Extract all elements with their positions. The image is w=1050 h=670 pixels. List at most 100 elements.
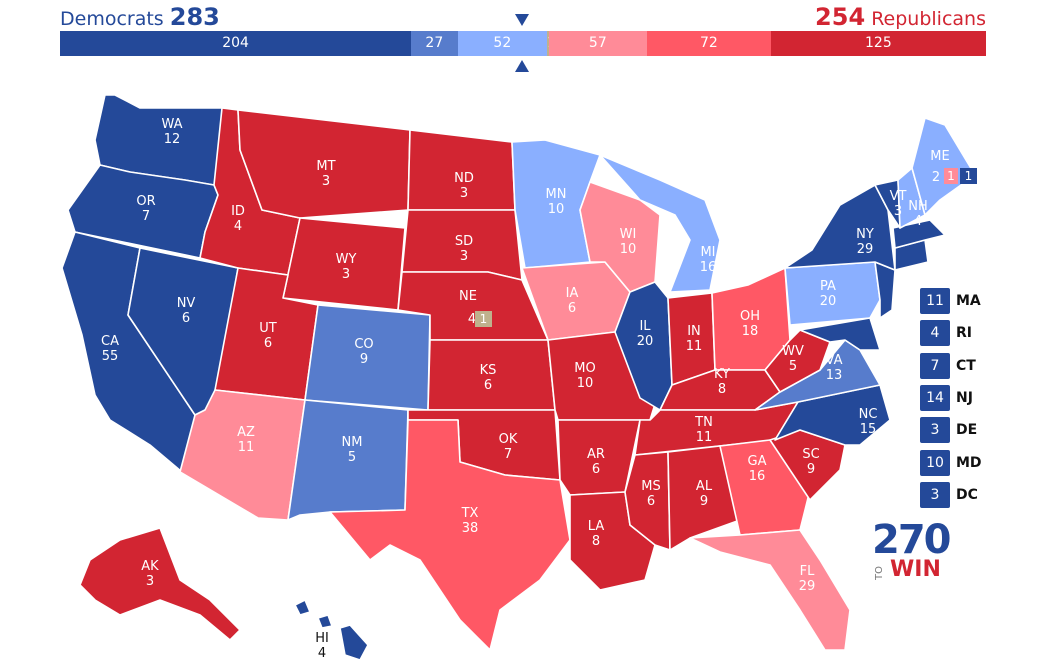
label-il-ev: 20	[637, 334, 654, 349]
small-state-ev-box[interactable]: 3	[920, 481, 950, 508]
small-state-abbr: MA	[956, 293, 981, 309]
state-AL[interactable]	[667, 445, 741, 551]
label-ga-abbr: GA	[748, 454, 767, 469]
label-ms-abbr: MS	[641, 479, 660, 494]
label-mi-ev: 16	[700, 260, 717, 275]
small-state-ct[interactable]: 7 CT	[920, 352, 976, 379]
small-state-ri[interactable]: 4 RI	[920, 320, 972, 347]
label-or-ev: 7	[142, 209, 150, 224]
label-mn-abbr: MN	[546, 187, 567, 202]
label-in-abbr: IN	[687, 324, 701, 339]
bar-segment-6: 125	[770, 31, 986, 56]
label-nh-ev: 4	[914, 214, 922, 229]
small-state-ev-box[interactable]: 3	[920, 417, 950, 444]
label-ky-ev: 8	[718, 382, 726, 397]
small-state-ev-box[interactable]: 7	[920, 352, 950, 379]
state-NY[interactable]	[784, 184, 896, 271]
label-wa-ev: 12	[164, 132, 181, 147]
label-oh-abbr: OH	[740, 309, 760, 324]
label-az-ev: 11	[238, 440, 255, 455]
label-mo-ev: 10	[577, 376, 594, 391]
label-ga-ev: 16	[749, 469, 766, 484]
small-state-abbr: MD	[956, 454, 982, 471]
label-ca-abbr: CA	[101, 334, 119, 349]
label-me-abbr: ME	[930, 149, 949, 164]
state-MD[interactable]	[799, 317, 881, 351]
bar-segment-1: 27	[411, 31, 458, 56]
label-hi-abbr: HI	[315, 631, 329, 646]
label-in-ev: 11	[686, 339, 703, 354]
label-hi-ev: 4	[318, 646, 326, 661]
label-nv-abbr: NV	[177, 296, 196, 311]
state-AK[interactable]	[79, 527, 241, 641]
label-mo-abbr: MO	[574, 361, 595, 376]
small-state-ma[interactable]: 11 MA	[920, 288, 981, 314]
me-cd-box-1[interactable]	[944, 168, 958, 184]
small-state-ev-box[interactable]: 11	[920, 288, 950, 314]
label-me-ev: 2	[932, 170, 940, 185]
label-nc-abbr: NC	[859, 407, 878, 422]
label-ca-ev: 55	[102, 349, 119, 364]
state-NJ[interactable]	[874, 261, 896, 319]
label-nm-ev: 5	[348, 450, 356, 465]
state-MI[interactable]	[599, 154, 721, 293]
state-TX[interactable]	[329, 419, 571, 651]
label-mt-abbr: MT	[316, 159, 335, 174]
state-HI[interactable]	[294, 599, 369, 661]
label-sc-abbr: SC	[802, 447, 819, 462]
label-ok-abbr: OK	[499, 432, 518, 447]
small-state-ev-box[interactable]: 4	[920, 320, 950, 347]
label-ut-abbr: UT	[259, 321, 277, 336]
label-ks-abbr: KS	[480, 363, 497, 378]
label-ok-ev: 7	[504, 447, 512, 462]
label-sd-abbr: SD	[455, 234, 473, 249]
label-tn-ev: 11	[696, 430, 713, 445]
label-wv-abbr: WV	[782, 344, 804, 359]
label-al-ev: 9	[700, 494, 708, 509]
label-ne-abbr: NE	[459, 289, 477, 304]
small-state-ev-box[interactable]: 10	[920, 449, 950, 476]
label-ia-abbr: IA	[566, 286, 579, 301]
label-oh-ev: 18	[742, 324, 759, 339]
label-la-abbr: LA	[588, 519, 605, 534]
label-wi-abbr: WI	[620, 227, 637, 242]
republicans-label: Republicans	[871, 8, 986, 30]
small-state-abbr: DE	[956, 422, 978, 439]
label-ny-abbr: NY	[856, 227, 874, 242]
ne-cd-box[interactable]	[475, 311, 492, 327]
label-ky-abbr: KY	[714, 367, 730, 382]
label-mt-ev: 3	[322, 174, 330, 189]
small-state-md[interactable]: 10 MD	[920, 449, 982, 476]
state-FL[interactable]	[689, 529, 851, 651]
label-ne-ev: 4	[468, 312, 476, 327]
label-la-ev: 8	[592, 534, 600, 549]
label-id-ev: 4	[234, 219, 242, 234]
label-nm-abbr: NM	[342, 435, 363, 450]
small-state-ev-box[interactable]: 14	[920, 384, 950, 411]
270towin-logo: 270 TO WIN	[872, 518, 952, 582]
state-MA[interactable]	[892, 219, 946, 249]
label-ks-ev: 6	[484, 378, 492, 393]
logo-to: TO	[874, 566, 885, 580]
small-state-dc[interactable]: 3 DC	[920, 481, 978, 508]
bar-segment-2: 52	[457, 31, 548, 56]
small-state-abbr: RI	[956, 325, 972, 342]
label-co-abbr: CO	[354, 337, 373, 352]
logo-win: WIN	[890, 557, 941, 582]
ne-cd-label: 1	[480, 312, 488, 326]
republicans-electoral-votes: 254	[815, 3, 866, 31]
label-nd-abbr: ND	[454, 171, 474, 186]
bar-segment-3: 1	[547, 31, 549, 56]
label-ms-ev: 6	[647, 494, 655, 509]
label-ut-ev: 6	[264, 336, 272, 351]
label-ny-ev: 29	[857, 242, 874, 257]
me-cd-box-2[interactable]	[960, 168, 977, 184]
label-al-abbr: AL	[696, 479, 713, 494]
label-wy-abbr: WY	[336, 252, 357, 267]
small-state-nj[interactable]: 14 NJ	[920, 384, 973, 411]
label-az-abbr: AZ	[237, 425, 255, 440]
label-vt-ev: 3	[894, 204, 902, 219]
democrats-electoral-votes: 283	[169, 3, 220, 31]
small-state-de[interactable]: 3 DE	[920, 417, 978, 444]
